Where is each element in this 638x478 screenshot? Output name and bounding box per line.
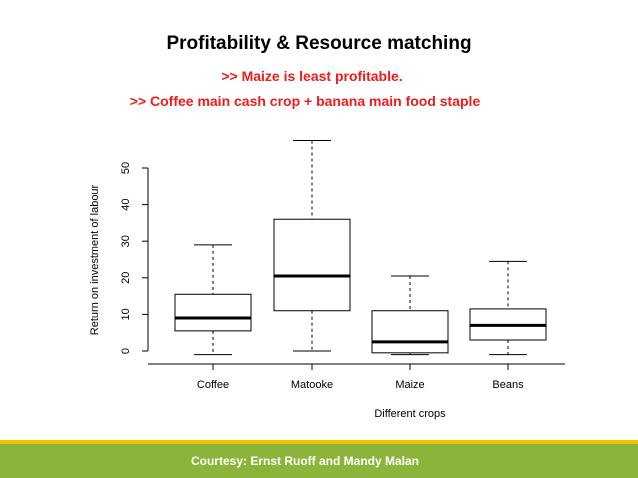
x-axis-label: Different crops bbox=[374, 408, 446, 420]
footer-credit: Courtesy: Ernst Ruoff and Mandy Malan bbox=[190, 454, 420, 468]
y-axis-label: Return on investment of labour bbox=[89, 184, 101, 335]
box-coffee bbox=[174, 244, 252, 356]
y-tick-label: 50 bbox=[120, 162, 132, 174]
subtitle-coffee-banana: >> Coffee main cash crop + banana main f… bbox=[129, 93, 481, 109]
y-tick-label: 40 bbox=[120, 198, 132, 210]
y-axis: 0 10 20 30 40 50 bbox=[120, 162, 149, 354]
x-tick-label: Coffee bbox=[197, 379, 229, 391]
box-matooke bbox=[273, 140, 351, 352]
y-tick-label: 30 bbox=[120, 235, 132, 247]
x-axis: Coffee Matooke Maize Beans bbox=[148, 363, 565, 391]
footer-divider bbox=[0, 440, 638, 444]
y-tick-label: 20 bbox=[120, 272, 132, 284]
boxes bbox=[174, 140, 547, 356]
box-maize bbox=[371, 275, 449, 356]
subtitle-maize: >> Maize is least profitable. bbox=[221, 68, 403, 84]
box-beans bbox=[469, 260, 547, 356]
slide-title: Profitability & Resource matching bbox=[166, 33, 472, 54]
footer-bar: Courtesy: Ernst Ruoff and Mandy Malan bbox=[0, 444, 638, 478]
y-tick-label: 0 bbox=[120, 348, 132, 354]
x-tick-label: Beans bbox=[492, 379, 524, 391]
x-tick-label: Matooke bbox=[291, 379, 333, 391]
iqr-box bbox=[371, 310, 449, 354]
iqr-box bbox=[273, 218, 351, 312]
box-plot-chart: 0 10 20 30 40 50 Coffee Matooke Maize Beans Retu… bbox=[89, 140, 565, 420]
x-tick-label: Maize bbox=[395, 379, 424, 391]
y-tick-label: 10 bbox=[120, 308, 132, 320]
iqr-box bbox=[174, 293, 252, 332]
